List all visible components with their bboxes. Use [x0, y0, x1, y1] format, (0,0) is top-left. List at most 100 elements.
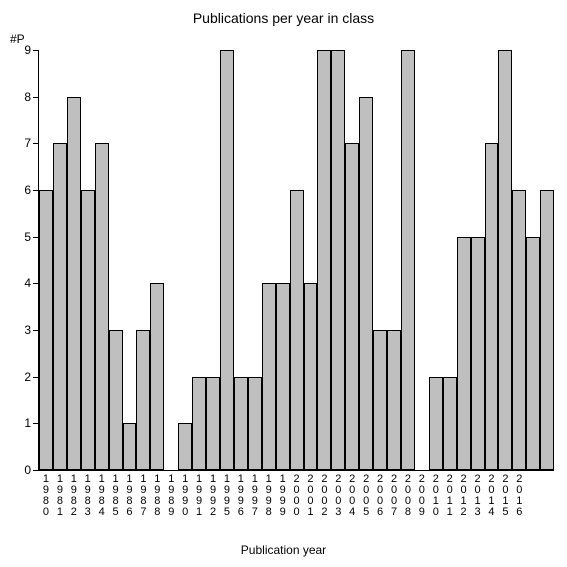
x-tick-label: 2 0 1 6	[514, 474, 524, 518]
bars-group: 1 9 8 01 9 8 11 9 8 21 9 8 31 9 8 41 9 8…	[39, 50, 554, 470]
bar	[39, 190, 53, 470]
x-axis-label: Publication year	[0, 543, 567, 557]
bar-slot: 2 0 1 5	[498, 50, 512, 470]
bar	[290, 190, 304, 470]
y-tick	[33, 97, 39, 98]
bar	[206, 377, 220, 470]
x-tick-label: 1 9 8 1	[55, 474, 65, 518]
bar	[192, 377, 206, 470]
bar-slot: 2 0 0 5	[359, 50, 373, 470]
bar-slot: 2 0 1 1	[443, 50, 457, 470]
x-tick-label: 2 0 0 0	[292, 474, 302, 518]
bar-slot: 2 0 1 3	[471, 50, 485, 470]
bar	[136, 330, 150, 470]
bar	[150, 283, 164, 470]
y-tick-label: 8	[24, 90, 31, 104]
bar-slot: 1 9 8 5	[109, 50, 123, 470]
y-axis-label: #P	[10, 32, 25, 46]
bar-slot: 1 9 8 7	[136, 50, 150, 470]
x-tick-label: 1 9 8 9	[166, 474, 176, 518]
bar-slot: 1 9 8 3	[81, 50, 95, 470]
bar-slot: 1 9 9 6	[234, 50, 248, 470]
y-tick	[33, 143, 39, 144]
bar-slot: 2 0 0 2	[317, 50, 331, 470]
bar-slot: 1 9 9 0	[178, 50, 192, 470]
bar-slot: 1 9 9 8	[262, 50, 276, 470]
bar	[53, 143, 67, 470]
bar	[540, 190, 554, 470]
x-tick-label: 2 0 1 3	[473, 474, 483, 518]
bar	[512, 190, 526, 470]
x-tick-label: 1 9 8 6	[124, 474, 134, 518]
x-tick-label: 1 9 8 5	[111, 474, 121, 518]
x-tick-label: 2 0 1 0	[431, 474, 441, 518]
bar-slot: 2 0 1 0	[429, 50, 443, 470]
x-tick-label: 2 0 0 3	[333, 474, 343, 518]
y-tick	[33, 470, 39, 471]
bar	[471, 237, 485, 470]
x-tick-label: 1 9 9 7	[250, 474, 260, 518]
bar	[276, 283, 290, 470]
bar	[248, 377, 262, 470]
bar-slot: 1 9 8 6	[123, 50, 137, 470]
x-tick-label: 1 9 9 8	[264, 474, 274, 518]
bar-slot: 2 0 0 0	[290, 50, 304, 470]
bar	[485, 143, 499, 470]
bar-slot: 1 9 9 7	[248, 50, 262, 470]
y-tick	[33, 50, 39, 51]
y-tick	[33, 283, 39, 284]
y-tick-label: 2	[24, 370, 31, 384]
bar	[178, 423, 192, 470]
y-tick	[33, 377, 39, 378]
x-tick-label: 1 9 9 0	[180, 474, 190, 518]
bar-slot: 2 0 0 8	[401, 50, 415, 470]
bar	[304, 283, 318, 470]
bar	[429, 377, 443, 470]
x-tick-label: 1 9 8 0	[41, 474, 51, 518]
bar	[123, 423, 137, 470]
bar-slot: 1 9 8 9	[164, 50, 178, 470]
bar-slot: 2 0 0 9	[415, 50, 429, 470]
bar	[345, 143, 359, 470]
bar	[387, 330, 401, 470]
x-tick-label: 2 0 0 1	[305, 474, 315, 518]
bar-slot: 1 9 8 0	[39, 50, 53, 470]
bar	[331, 50, 345, 470]
y-tick	[33, 237, 39, 238]
bar-slot	[526, 50, 540, 470]
bar	[498, 50, 512, 470]
x-tick-label: 1 9 8 4	[97, 474, 107, 518]
y-tick	[33, 423, 39, 424]
bar	[234, 377, 248, 470]
y-tick-label: 1	[24, 416, 31, 430]
y-tick-label: 0	[24, 463, 31, 477]
x-tick-label: 1 9 8 2	[69, 474, 79, 518]
chart-title: Publications per year in class	[0, 10, 567, 26]
bar	[95, 143, 109, 470]
plot-area: 1 9 8 01 9 8 11 9 8 21 9 8 31 9 8 41 9 8…	[38, 50, 554, 471]
x-tick-label: 2 0 0 8	[403, 474, 413, 518]
bar	[109, 330, 123, 470]
x-tick-label: 2 0 1 5	[500, 474, 510, 518]
bar	[262, 283, 276, 470]
bar	[526, 237, 540, 470]
x-tick-label: 2 0 0 9	[417, 474, 427, 518]
x-tick-label: 1 9 9 6	[236, 474, 246, 518]
bar-slot: 1 9 9 1	[192, 50, 206, 470]
y-tick-label: 5	[24, 230, 31, 244]
bar	[359, 97, 373, 470]
bar	[317, 50, 331, 470]
x-tick-label: 1 9 9 9	[278, 474, 288, 518]
x-tick-label: 2 0 0 7	[389, 474, 399, 518]
bar-slot: 2 0 0 6	[373, 50, 387, 470]
y-tick-label: 4	[24, 276, 31, 290]
x-tick-label: 1 9 8 7	[138, 474, 148, 518]
y-tick-label: 9	[24, 43, 31, 57]
bar-slot: 2 0 1 6	[512, 50, 526, 470]
bar	[457, 237, 471, 470]
bar	[373, 330, 387, 470]
bar-slot: 1 9 9 9	[276, 50, 290, 470]
x-tick-label: 2 0 0 6	[375, 474, 385, 518]
bar-slot: 2 0 0 4	[345, 50, 359, 470]
x-tick-label: 2 0 0 2	[319, 474, 329, 518]
